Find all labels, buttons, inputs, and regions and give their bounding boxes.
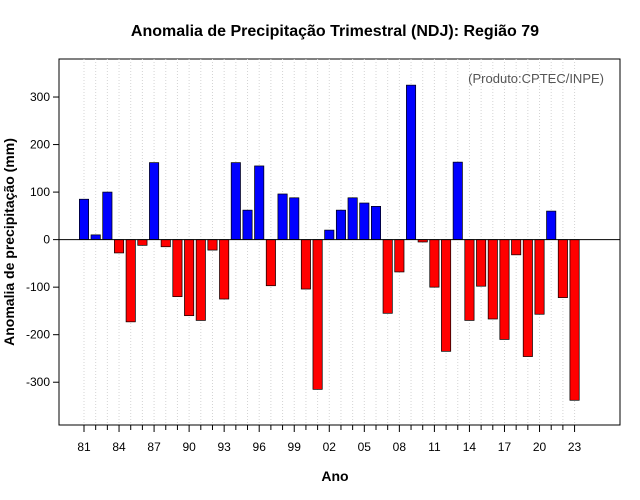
bar-04 <box>347 197 358 240</box>
x-axis-title: Ano <box>321 468 348 484</box>
x-tick-label: 99 <box>288 440 302 454</box>
x-tick-label: 17 <box>498 440 512 454</box>
bar-87 <box>149 162 160 240</box>
y-axis-title: Anomalia de precipitação (mm) <box>1 138 17 346</box>
y-tick-label: 100 <box>30 185 50 199</box>
bar-21 <box>546 210 557 240</box>
bar-90 <box>184 239 195 317</box>
bar-92 <box>207 239 218 251</box>
bar-96 <box>254 165 265 240</box>
y-axis: -300 -200 -100 0 100 200 300 <box>26 90 59 389</box>
x-tick-label: 23 <box>568 440 582 454</box>
bar-09 <box>406 84 417 240</box>
bar-20 <box>534 239 545 315</box>
x-tick-label: 14 <box>463 440 477 454</box>
bar-02 <box>324 229 335 240</box>
bar-12 <box>441 239 452 352</box>
bar-13 <box>452 161 463 240</box>
x-axis: 81 84 87 90 93 96 99 02 05 08 11 14 17 20 23 <box>77 425 582 454</box>
x-tick-label: 81 <box>77 440 91 454</box>
bar-82 <box>90 234 101 240</box>
bar-81 <box>78 198 89 240</box>
x-tick-label: 90 <box>182 440 196 454</box>
bar-15 <box>476 239 487 287</box>
bar-17 <box>499 239 510 340</box>
x-tick-label: 05 <box>358 440 372 454</box>
x-tick-label: 20 <box>533 440 547 454</box>
y-tick-label: 200 <box>30 138 50 152</box>
chart-title: Anomalia de Precipitação Trimestral (NDJ… <box>131 23 539 40</box>
bar-93 <box>219 239 230 300</box>
bar-00 <box>300 239 311 290</box>
bar-11 <box>429 239 440 288</box>
bar-19 <box>522 239 533 357</box>
bar-97 <box>265 239 276 287</box>
x-tick-label: 93 <box>217 440 231 454</box>
x-tick-label: 02 <box>323 440 337 454</box>
bar-07 <box>382 239 393 314</box>
bars <box>78 84 580 401</box>
bar-16 <box>487 239 498 320</box>
x-tick-label: 96 <box>253 440 267 454</box>
y-tick-label: -300 <box>26 375 50 389</box>
bar-03 <box>335 209 346 240</box>
bar-89 <box>172 239 183 298</box>
bar-05 <box>359 202 370 240</box>
bar-14 <box>464 239 475 321</box>
bar-06 <box>371 206 382 240</box>
y-tick-label: 0 <box>43 233 50 247</box>
y-tick-label: -200 <box>26 328 50 342</box>
bar-88 <box>160 239 171 248</box>
credit-annotation: (Produto:CPTEC/INPE) <box>468 71 604 86</box>
bar-83 <box>102 191 113 240</box>
bar-95 <box>242 209 253 240</box>
bar-85 <box>125 239 136 323</box>
bar-22 <box>557 239 568 298</box>
x-tick-label: 87 <box>147 440 161 454</box>
x-tick-label: 84 <box>112 440 126 454</box>
y-tick-label: -100 <box>26 280 50 294</box>
bar-91 <box>195 239 206 321</box>
bar-99 <box>289 197 300 240</box>
bar-94 <box>230 162 241 240</box>
bar-08 <box>394 239 405 273</box>
bar-84 <box>114 239 125 254</box>
bar-23 <box>569 239 580 401</box>
x-tick-label: 08 <box>393 440 407 454</box>
x-tick-label: 11 <box>428 440 441 454</box>
y-tick-label: 300 <box>30 90 50 104</box>
bar-18 <box>511 239 522 256</box>
bar-98 <box>277 193 288 240</box>
bar-01 <box>312 239 323 390</box>
plot-area <box>58 58 621 426</box>
bar-86 <box>137 239 148 246</box>
